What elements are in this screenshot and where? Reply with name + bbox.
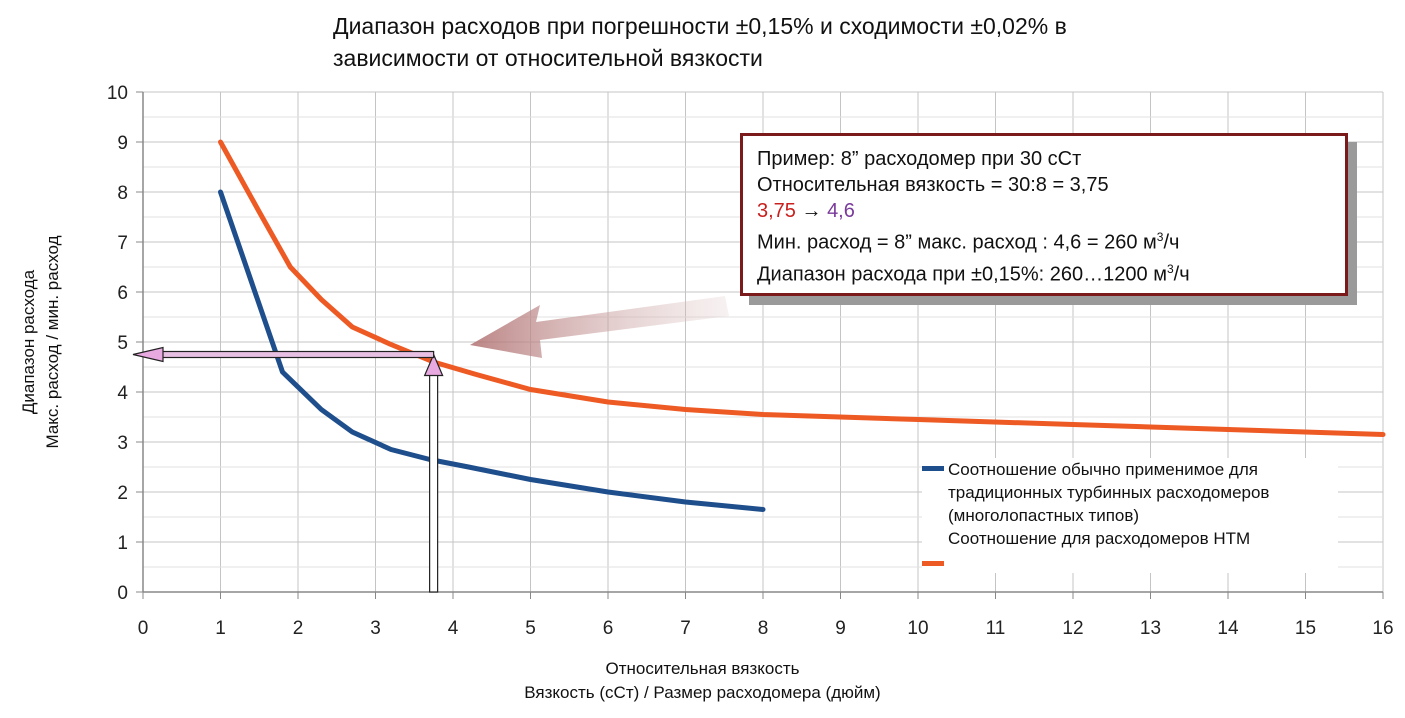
- x-tick-label: 8: [758, 618, 769, 639]
- annotation-arrow: →: [801, 200, 822, 222]
- x-axis-label-1: Относительная вязкость: [605, 659, 800, 678]
- pointer-arrow-shape: [470, 296, 729, 358]
- annotation-line-2: Относительная вязкость = 30:8 = 3,75: [757, 174, 1109, 196]
- y-tick-label: 2: [117, 483, 128, 504]
- annotation-line-5: Диапазон расхода при ±0,15%: 260…1200 м3…: [757, 256, 1345, 288]
- pointer-arrow: [470, 296, 729, 358]
- y-tick-label: 4: [117, 383, 128, 404]
- y-tick-label: 3: [117, 433, 128, 454]
- x-tick-label: 14: [1217, 618, 1239, 639]
- marker-vertical-head: [423, 352, 444, 377]
- axes: [136, 91, 1384, 599]
- x-tick-label: 9: [835, 618, 846, 639]
- x-tick-label: 1: [215, 618, 226, 639]
- y-axis-label: Диапазон расхода Макс. расход / мин. расх…: [19, 235, 62, 448]
- annotation-line-4: Мин. расход = 8” макс. расход : 4,6 = 26…: [757, 224, 1345, 256]
- annotation-line-3: 3,75 → 4,6: [757, 198, 1345, 224]
- y-axis-label-1: Диапазон расхода: [19, 269, 38, 414]
- marker-horizontal-shaft: [160, 350, 435, 359]
- y-tick-label: 5: [117, 333, 128, 354]
- x-tick-label: 15: [1295, 618, 1316, 639]
- x-tick-label: 16: [1372, 618, 1393, 639]
- y-tick-label: 9: [117, 133, 128, 154]
- y-tick-label: 8: [117, 183, 128, 204]
- example-marker: [132, 346, 444, 593]
- chart-title-line-2: зависимости от относительной вязкости: [333, 45, 763, 71]
- annotation-line-4-sup: 3: [1156, 230, 1164, 244]
- x-axis-label-2: Вязкость (сСт) / Размер расходомера (дюй…: [524, 683, 881, 702]
- x-tick-label: 11: [986, 618, 1006, 639]
- x-tick-label: 4: [448, 618, 459, 639]
- marker-horizontal-head: [132, 346, 164, 363]
- legend-item-htm: Соотношение для расходомеров НТМ: [922, 527, 1338, 573]
- legend-label-htm: Соотношение для расходомеров НТМ: [948, 529, 1251, 548]
- x-tick-label: 12: [1062, 618, 1083, 639]
- marker-vertical-shaft: [429, 373, 439, 593]
- x-tick-label: 3: [370, 618, 381, 639]
- y-axis-label-2: Макс. расход / мин. расход: [43, 235, 62, 448]
- series-line-htm: [218, 139, 1386, 437]
- legend-swatch-turbine: [922, 466, 944, 471]
- legend-item-turbine: Соотношение обычно применимое для традиц…: [922, 458, 1338, 527]
- x-tick-label: 0: [138, 618, 149, 639]
- annotation-from-value: 3,75: [757, 200, 796, 222]
- annotation-to-value: 4,6: [827, 200, 855, 222]
- x-tick-label: 13: [1140, 618, 1161, 639]
- x-tick-label: 6: [603, 618, 614, 639]
- chart-title-line-1: Диапазон расходов при погрешности ±0,15%…: [333, 13, 1067, 39]
- annotation-line-4-text: Мин. расход = 8” макс. расход : 4,6 = 26…: [757, 231, 1157, 254]
- y-tick-label: 1: [117, 533, 128, 554]
- legend-label-turbine: Соотношение обычно применимое для традиц…: [948, 460, 1270, 525]
- legend-swatch-htm: [922, 561, 944, 566]
- annotation-line-5-text: Диапазон расхода при ±0,15%: 260…1200 м: [757, 263, 1167, 286]
- annotation-box: Пример: 8” расходомер при 30 сСт Относит…: [740, 133, 1348, 296]
- x-tick-label: 2: [293, 618, 304, 639]
- x-tick-label: 7: [680, 618, 691, 639]
- y-tick-label: 10: [107, 83, 128, 104]
- y-tick-label: 0: [117, 583, 128, 604]
- annotation-line-5-after: /ч: [1173, 263, 1190, 286]
- series-line-turbine: [218, 189, 766, 512]
- annotation-line-1: Пример: 8” расходомер при 30 сСт: [757, 148, 1082, 170]
- x-tick-label: 10: [907, 618, 928, 639]
- annotation-line-5-sup: 3: [1166, 261, 1174, 276]
- y-tick-label: 6: [117, 283, 128, 304]
- legend: Соотношение обычно применимое для традиц…: [922, 458, 1338, 573]
- y-tick-label: 7: [117, 233, 128, 254]
- x-tick-label: 5: [525, 618, 536, 639]
- annotation-line-4-after: /ч: [1163, 231, 1180, 254]
